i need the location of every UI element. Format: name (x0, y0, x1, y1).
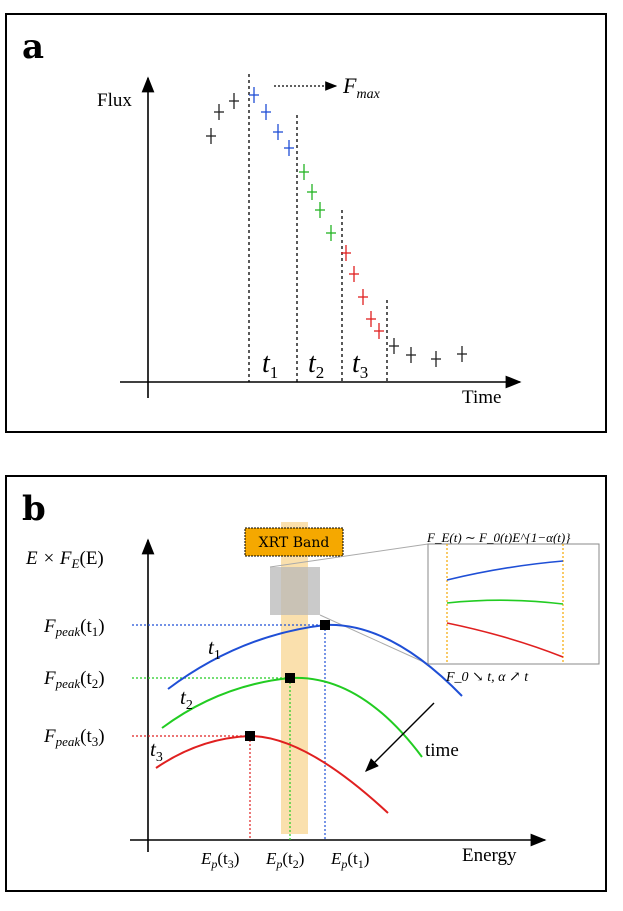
energy-label-t2: Ep(t2) (265, 849, 304, 871)
peak-label-t3: Fpeak(t3) (43, 726, 105, 749)
energy-label-t3: Ep(t3) (200, 849, 239, 871)
peak-marker-t3 (245, 731, 255, 741)
curve-label-t2: t2 (180, 685, 193, 713)
peak-marker-t2 (285, 673, 295, 683)
spectrum-t3 (155, 734, 389, 814)
fmax-label: Fmax (342, 73, 381, 102)
panel-b-y-label: E × FE(E) (25, 548, 104, 571)
xrt-band-label: XRT Band (259, 535, 330, 551)
light-curve-points (206, 87, 467, 367)
interval-label-t1: t1 (262, 348, 278, 382)
energy-label-t1: Ep(t1) (330, 849, 369, 871)
inset-curve-t2 (446, 599, 564, 605)
xrt-band-label-box (244, 527, 344, 557)
time-label: time (425, 740, 459, 761)
time-arrow (365, 702, 435, 772)
peak-marker-t1 (320, 620, 330, 630)
curve-label-t1: t1 (208, 635, 221, 663)
inset-curve-t3 (446, 622, 564, 658)
interval-label-t3: t3 (352, 348, 368, 382)
inset-box (427, 543, 600, 665)
panel-b-frame (5, 475, 607, 892)
peak-label-t2: Fpeak(t2) (43, 668, 105, 691)
zoom-region (270, 567, 320, 615)
inset-caption: F_0 ↘ t, α ↗ t (445, 670, 529, 685)
panel-b-letter: b (22, 489, 46, 529)
panel-a-frame (5, 13, 607, 433)
panel-a-y-label: Flux (97, 90, 132, 111)
interval-label-t2: t2 (308, 348, 324, 382)
panel-b-x-label: Energy (462, 845, 517, 866)
panel-a-x-label: Time (462, 387, 501, 408)
zoom-line-bottom (319, 614, 429, 665)
inset-curve-t1 (446, 560, 564, 581)
zoom-line-top (269, 543, 429, 568)
peak-label-t1: Fpeak(t1) (43, 616, 105, 639)
panel-a-letter: a (22, 27, 44, 67)
inset-formula: F_E(t) ∼ F_0(t)E^{1−α(t)} (426, 530, 571, 545)
curve-label-t3: t3 (150, 737, 163, 765)
